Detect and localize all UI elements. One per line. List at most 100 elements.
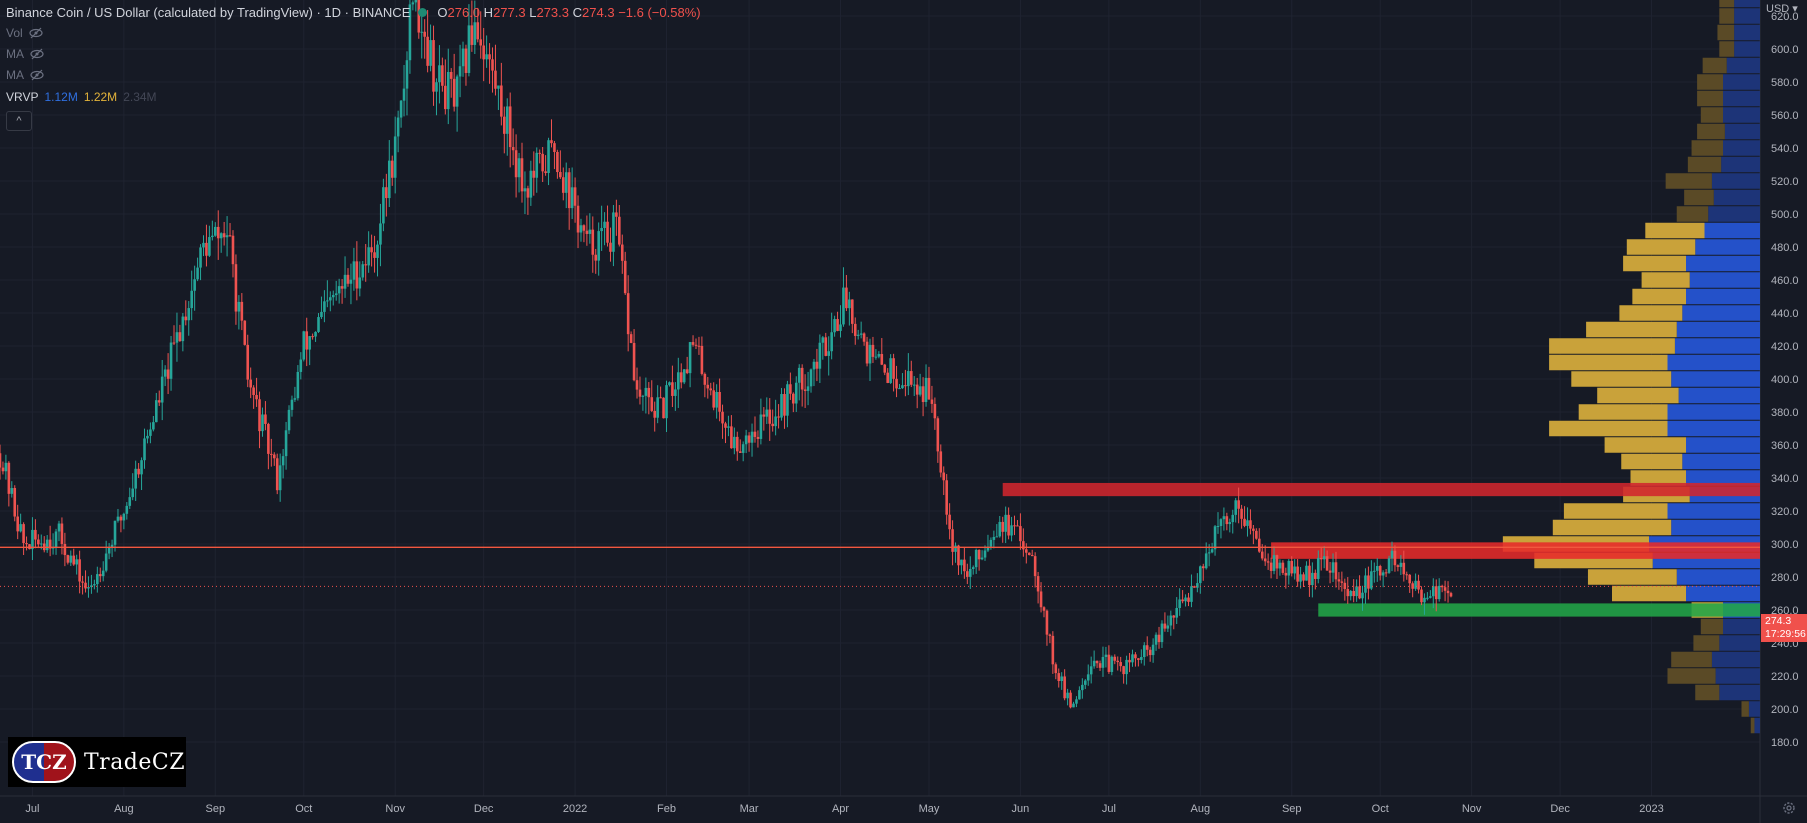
candle-body [267, 423, 270, 454]
candle-body [629, 334, 633, 343]
volume-profile-up-bar [1723, 140, 1760, 156]
candle-body [54, 531, 58, 548]
candle-body [1311, 572, 1314, 586]
candle-body [508, 106, 512, 148]
collapse-indicators-button[interactable]: ^ [6, 111, 32, 131]
candle-body [839, 324, 842, 331]
candle-body [544, 171, 547, 173]
candle-body [912, 384, 916, 386]
candle-body [650, 397, 654, 411]
candle-body [1249, 520, 1252, 529]
volume-profile-up-bar [1723, 107, 1760, 123]
x-tick-label: Mar [740, 803, 759, 815]
candle-body [576, 205, 580, 233]
candle-body [685, 369, 689, 374]
candle-body [184, 316, 188, 321]
candle-body [57, 523, 61, 532]
volume-profile-down-bar [1697, 74, 1723, 90]
candle-body [918, 386, 922, 395]
candle-body [355, 261, 359, 289]
candle-body [140, 460, 143, 475]
volume-profile-down-bar [1549, 420, 1668, 437]
candle-body [1284, 572, 1288, 576]
candle-body [774, 416, 777, 427]
candle-body [753, 431, 757, 437]
candle-body [1384, 572, 1388, 574]
candle-body [1163, 623, 1167, 629]
volume-profile-down-bar [1719, 8, 1735, 24]
candle-body [1039, 591, 1043, 608]
volume-profile-up-bar [1715, 668, 1760, 684]
candle-body [789, 384, 792, 394]
symbol-title[interactable]: Binance Coin / US Dollar (calculated by … [6, 4, 411, 20]
candle-body [258, 399, 261, 432]
candle-body [287, 409, 291, 431]
candle-body [620, 244, 624, 261]
candle-body [924, 377, 928, 402]
candle-body [880, 354, 884, 365]
candle-body [1078, 690, 1081, 700]
candle-body [181, 316, 185, 342]
candle-body [1004, 514, 1007, 532]
candle-body [901, 385, 904, 389]
candle-body [974, 549, 978, 568]
candle-body [1234, 500, 1237, 515]
candle-body [983, 550, 987, 558]
candle-body [1154, 634, 1158, 645]
hidden-eye-icon[interactable] [30, 68, 44, 82]
currency-selector[interactable]: USD ▾ [1766, 3, 1798, 15]
candle-body [155, 400, 158, 423]
hidden-eye-icon[interactable] [30, 47, 44, 61]
candle-body [1148, 649, 1152, 656]
candle-body [635, 380, 639, 390]
candle-body [1260, 551, 1264, 559]
candle-body [845, 287, 848, 309]
candle-body [1287, 560, 1291, 576]
gear-icon[interactable] [1781, 800, 1797, 816]
candle-body [671, 382, 674, 396]
candle-body [868, 344, 872, 364]
y-tick-label: 220.0 [1771, 671, 1799, 683]
candle-body [1199, 566, 1202, 584]
indicator-ma-2[interactable]: MA [6, 66, 44, 84]
candle-body [302, 331, 306, 360]
candle-body [334, 293, 338, 296]
candle-body [193, 279, 196, 291]
candle-body [738, 451, 742, 453]
volume-profile-up-bar [1667, 420, 1760, 437]
candle-body [992, 537, 996, 540]
candle-body [1325, 556, 1329, 571]
candle-body [517, 158, 521, 178]
volume-profile-up-bar [1686, 437, 1760, 453]
candle-body [559, 172, 562, 178]
candle-body [420, 31, 424, 33]
candle-body [836, 319, 839, 331]
candle-body [1030, 554, 1034, 557]
candle-body [1201, 566, 1205, 569]
candle-body [907, 371, 910, 387]
candle-body [523, 188, 527, 192]
candle-body [37, 539, 40, 545]
candle-body [98, 574, 102, 577]
x-tick-label: Sep [205, 803, 225, 815]
candle-body [1431, 586, 1435, 597]
candle-body [1054, 664, 1058, 674]
indicator-ma-1[interactable]: MA [6, 45, 44, 63]
candle-body [72, 555, 76, 565]
volume-profile-down-bar [1667, 668, 1716, 684]
candle-body [927, 377, 931, 400]
candle-body [205, 242, 208, 256]
candle-body [149, 429, 152, 436]
indicator-vol[interactable]: Vol [6, 24, 43, 42]
candle-body [473, 22, 477, 45]
indicator-vrvp[interactable]: VRVP 1.12M 1.22M 2.34M [6, 90, 157, 104]
candle-body [190, 290, 193, 309]
volume-profile-down-bar [1552, 519, 1672, 536]
x-tick-label: Nov [385, 803, 405, 815]
candle-body [494, 70, 497, 89]
hidden-eye-icon[interactable] [29, 26, 43, 40]
candle-body [694, 344, 698, 346]
candle-body [971, 567, 975, 570]
candle-body [452, 78, 456, 107]
